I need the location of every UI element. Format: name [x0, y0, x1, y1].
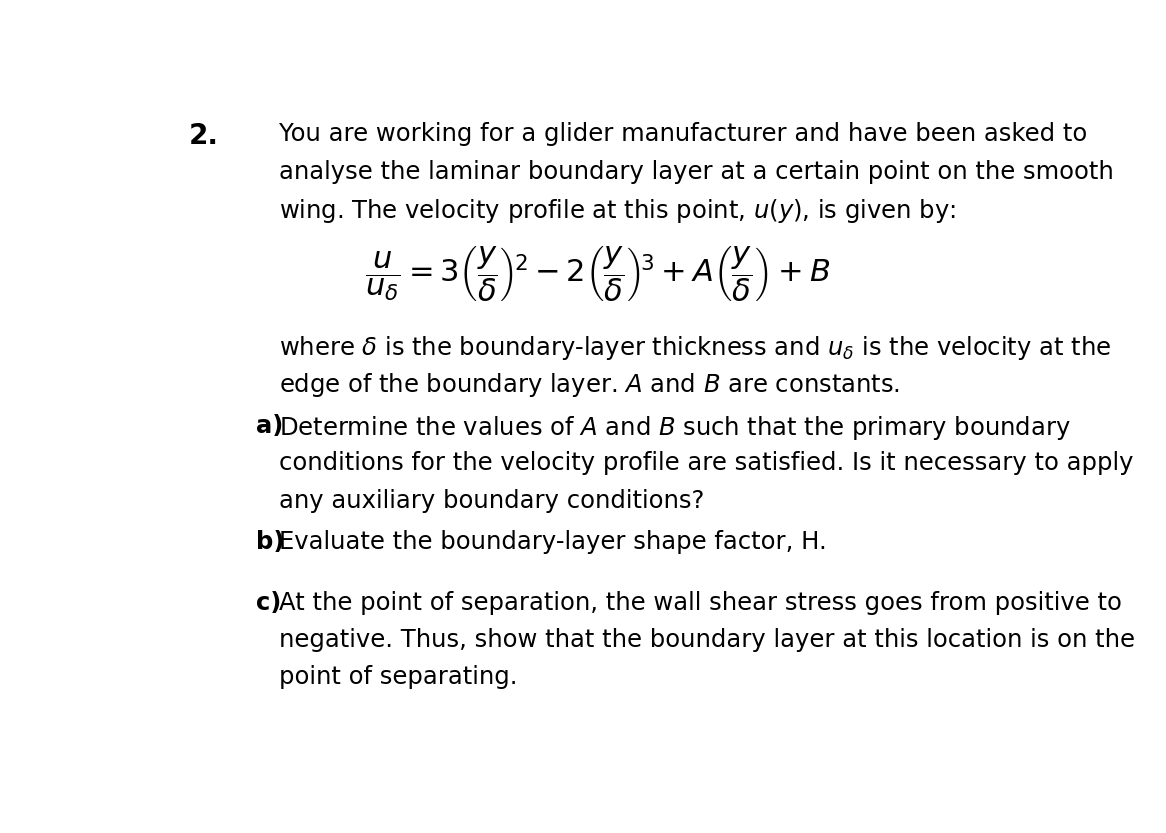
Text: where $\delta$ is the boundary-layer thickness and $u_{\delta}$ is the velocity : where $\delta$ is the boundary-layer thi… — [280, 334, 1111, 362]
Text: conditions for the velocity profile are satisfied. Is it necessary to apply: conditions for the velocity profile are … — [280, 451, 1135, 476]
Text: Determine the values of $A$ and $B$ such that the primary boundary: Determine the values of $A$ and $B$ such… — [280, 414, 1072, 442]
Text: Evaluate the boundary-layer shape factor, H.: Evaluate the boundary-layer shape factor… — [280, 530, 827, 554]
Text: analyse the laminar boundary layer at a certain point on the smooth: analyse the laminar boundary layer at a … — [280, 160, 1115, 183]
Text: At the point of separation, the wall shear stress goes from positive to: At the point of separation, the wall she… — [280, 591, 1123, 615]
Text: 2.: 2. — [189, 122, 219, 151]
Text: any auxiliary boundary conditions?: any auxiliary boundary conditions? — [280, 489, 705, 512]
Text: a): a) — [257, 414, 283, 438]
Text: point of separating.: point of separating. — [280, 665, 518, 689]
Text: negative. Thus, show that the boundary layer at this location is on the: negative. Thus, show that the boundary l… — [280, 628, 1136, 652]
Text: wing. The velocity profile at this point, $u(y)$, is given by:: wing. The velocity profile at this point… — [280, 197, 956, 225]
Text: $\dfrac{u}{u_{\delta}} = 3\left(\dfrac{y}{\delta}\right)^{\!2} - 2\left(\dfrac{y: $\dfrac{u}{u_{\delta}} = 3\left(\dfrac{y… — [365, 244, 830, 304]
Text: b): b) — [257, 530, 285, 554]
Text: c): c) — [257, 591, 281, 615]
Text: You are working for a glider manufacturer and have been asked to: You are working for a glider manufacture… — [280, 122, 1088, 147]
Text: edge of the boundary layer. $A$ and $B$ are constants.: edge of the boundary layer. $A$ and $B$ … — [280, 372, 900, 399]
